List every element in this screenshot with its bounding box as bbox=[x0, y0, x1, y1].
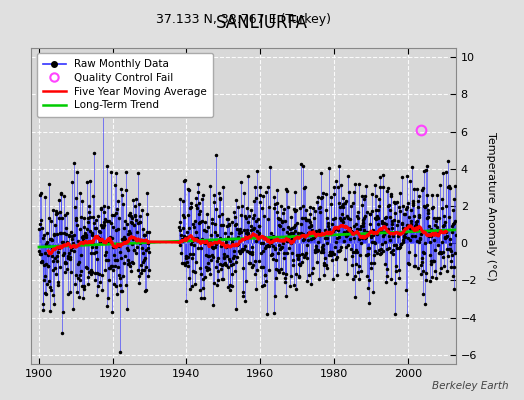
Y-axis label: Temperature Anomaly (°C): Temperature Anomaly (°C) bbox=[486, 132, 496, 280]
Text: Berkeley Earth: Berkeley Earth bbox=[432, 381, 508, 391]
Title: 37.133 N, 38.767 E (Turkey): 37.133 N, 38.767 E (Turkey) bbox=[156, 13, 331, 26]
Text: SANLIURFA: SANLIURFA bbox=[216, 14, 308, 32]
Legend: Raw Monthly Data, Quality Control Fail, Five Year Moving Average, Long-Term Tren: Raw Monthly Data, Quality Control Fail, … bbox=[37, 53, 213, 117]
